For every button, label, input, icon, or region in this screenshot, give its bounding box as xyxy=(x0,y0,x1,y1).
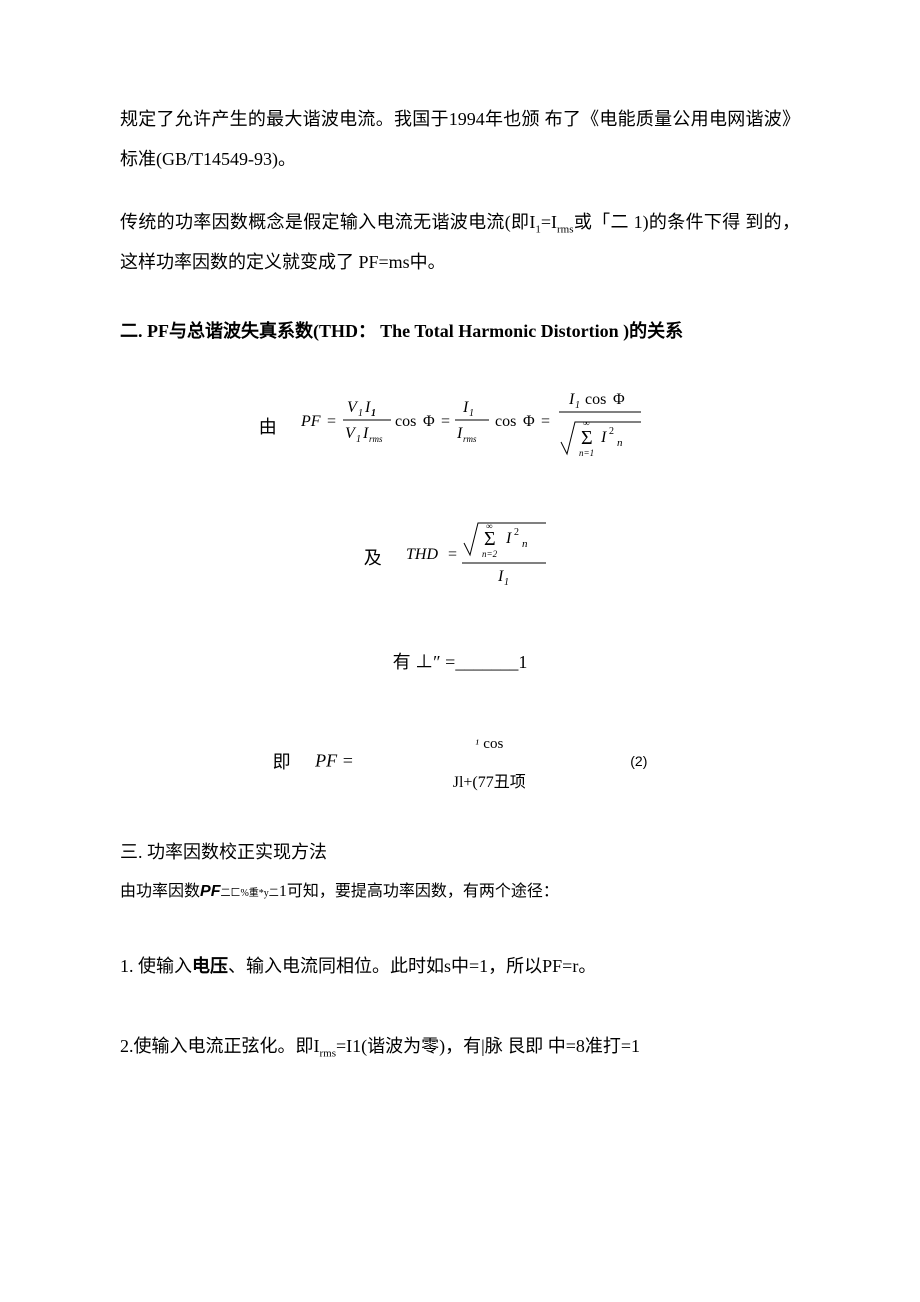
formula-block-1: 由 PF = V1 I1 V1 Irms cos Φ = I1 Irms c xyxy=(120,382,800,475)
svg-text:n=2: n=2 xyxy=(482,549,498,559)
svg-text:1: 1 xyxy=(504,577,509,588)
svg-text:2: 2 xyxy=(609,426,614,437)
list-item-2: 2.使输入电流正弦化。即Irms=I1(谐波为零)，有|脉 艮即 中=8准打=1 xyxy=(120,1027,800,1067)
svg-text:I: I xyxy=(600,429,607,446)
formula2-svg: THD = Σ ∞ n=2 I 2 n I1 xyxy=(406,515,556,604)
svg-text:rms: rms xyxy=(369,434,383,444)
svg-text:I: I xyxy=(462,399,469,416)
svg-text:cos: cos xyxy=(585,391,606,408)
svg-text:=: = xyxy=(327,413,336,430)
formula-block-4: 即 PF = ¹ cos Jl+(77丑项 (2) xyxy=(120,723,800,783)
formula1-svg: PF = V1 I1 V1 Irms cos Φ = I1 Irms cos Φ… xyxy=(301,382,661,475)
svg-text:I: I xyxy=(456,425,463,442)
svg-text:cos: cos xyxy=(495,413,516,430)
svg-text:Σ: Σ xyxy=(484,528,496,550)
svg-text:rms: rms xyxy=(463,434,477,444)
svg-text:=: = xyxy=(541,413,550,430)
heading2-text: 二. PF与总谐波失真系数(THD： The Total Harmonic Di… xyxy=(120,321,683,341)
svg-text:I: I xyxy=(362,425,369,442)
para3-pf: PF xyxy=(200,883,220,900)
para2-sub2: rms xyxy=(557,224,574,236)
item1-num: 1. 使输入 xyxy=(120,956,192,976)
svg-text:I: I xyxy=(505,530,512,547)
para2-prefix: 传统的功率因数概念是假定输入电流无谐波电流(即I xyxy=(120,212,535,232)
svg-text:Σ: Σ xyxy=(581,427,593,449)
formula4-prefix: 即 xyxy=(273,743,291,783)
item1-rest: 、输入电流同相位。此时如s中=1，所以PF=r。 xyxy=(228,956,596,976)
formula3-text: 有 ⊥″ =_______1 xyxy=(393,652,528,672)
svg-text:=: = xyxy=(448,546,457,563)
svg-text:I: I xyxy=(568,391,575,408)
svg-text:2: 2 xyxy=(514,527,519,538)
item1-bold: 电压 xyxy=(192,956,228,976)
para3-c: 1可知，要提高功率因数，有两个途径： xyxy=(279,883,559,900)
para3-b: 二匚%重*у二 xyxy=(220,888,278,899)
svg-text:∞: ∞ xyxy=(486,521,492,531)
paragraph-1: 规定了允许产生的最大谐波电流。我国于1994年也颁 布了《电能质量公用电网谐波》… xyxy=(120,100,800,179)
formula1-prefix: 由 xyxy=(259,408,277,448)
para1-text: 规定了允许产生的最大谐波电流。我国于1994年也颁 布了《电能质量公用电网谐波》… xyxy=(120,109,800,169)
svg-text:I: I xyxy=(497,568,504,585)
svg-text:I: I xyxy=(364,399,371,416)
svg-text:1: 1 xyxy=(358,408,363,419)
formula4-eqnum: (2) xyxy=(630,746,647,777)
formula4-bot: Jl+(77丑项 xyxy=(453,774,526,791)
svg-text:1: 1 xyxy=(356,434,361,445)
svg-text:cos: cos xyxy=(395,413,416,430)
paragraph-2: 传统的功率因数概念是假定输入电流无谐波电流(即I1=Irms或「二 1)的条件下… xyxy=(120,203,800,282)
heading3-text: 三. 功率因数校正实现方法 xyxy=(120,842,327,862)
svg-text:1: 1 xyxy=(575,400,580,411)
formula4-top: ¹ xyxy=(475,737,479,751)
svg-text:=: = xyxy=(441,413,450,430)
formula4-cos: cos xyxy=(483,736,503,752)
list-item-1: 1. 使输入电压、输入电流同相位。此时如s中=1，所以PF=r。 xyxy=(120,947,800,987)
formula4-pf: PF = xyxy=(315,750,354,770)
section-heading-3: 三. 功率因数校正实现方法 xyxy=(120,833,800,873)
para2-mid1: =I xyxy=(541,212,557,232)
section-heading-2: 二. PF与总谐波失真系数(THD： The Total Harmonic Di… xyxy=(120,312,800,352)
svg-text:Φ: Φ xyxy=(613,391,625,408)
item2-sub1: rms xyxy=(320,1047,337,1059)
formula2-prefix: 及 xyxy=(364,539,382,579)
svg-text:n: n xyxy=(617,437,623,449)
formula-block-2: 及 THD = Σ ∞ n=2 I 2 n I1 xyxy=(120,515,800,604)
svg-text:n: n xyxy=(522,538,528,550)
svg-text:∞: ∞ xyxy=(583,418,589,428)
svg-text:1: 1 xyxy=(469,408,474,419)
item2-b: =I1(谐波为零)，有|脉 艮即 中=8准打=1 xyxy=(336,1036,640,1056)
formula-block-3: 有 ⊥″ =_______1 xyxy=(120,643,800,683)
svg-text:Φ: Φ xyxy=(423,413,435,430)
svg-text:Φ: Φ xyxy=(523,413,535,430)
svg-text:1: 1 xyxy=(371,408,376,419)
svg-text:n=1: n=1 xyxy=(579,448,594,458)
para3-a: 由功率因数 xyxy=(120,883,200,900)
svg-text:PF: PF xyxy=(301,413,321,430)
item2-a: 2.使输入电流正弦化。即I xyxy=(120,1036,320,1056)
paragraph-3: 由功率因数PF二匚%重*у二1可知，要提高功率因数，有两个途径： xyxy=(120,878,800,907)
svg-text:THD: THD xyxy=(406,546,438,563)
